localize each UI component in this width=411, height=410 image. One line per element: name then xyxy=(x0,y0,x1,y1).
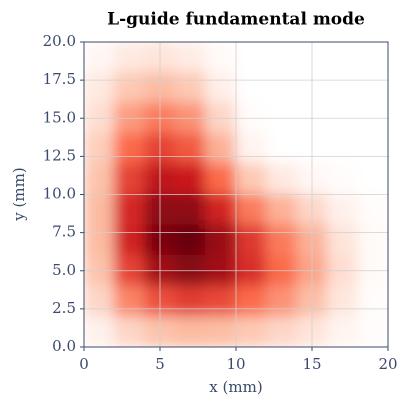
heat-cell xyxy=(113,285,146,317)
y-axis-label: y (mm) xyxy=(10,167,28,221)
heat-cell xyxy=(235,72,267,104)
heat-cell xyxy=(265,163,298,195)
x-tick-label: 0 xyxy=(79,355,89,373)
x-tick-label: 15 xyxy=(302,355,321,373)
heat-cell xyxy=(265,316,298,347)
y-tick-label: 0.0 xyxy=(52,337,76,355)
chart-title: L-guide fundamental mode xyxy=(107,10,365,30)
heat-cell xyxy=(113,133,146,165)
heat-cell xyxy=(235,133,267,165)
y-tick-label: 7.5 xyxy=(52,223,76,241)
heat-cell xyxy=(357,224,388,256)
heat-cell xyxy=(265,194,298,226)
heat-cell xyxy=(326,224,359,256)
heat-cell xyxy=(357,285,388,317)
y-tick-label: 15.0 xyxy=(43,108,76,126)
heat-cell xyxy=(113,72,146,104)
heat-cell xyxy=(174,194,207,226)
heat-cell xyxy=(235,42,267,73)
heat-cell xyxy=(84,224,115,256)
heat-cell xyxy=(205,194,237,226)
heat-cell xyxy=(235,163,267,195)
heat-cell xyxy=(357,72,388,104)
heat-cell xyxy=(113,224,146,256)
heat-cell xyxy=(174,133,207,165)
heat-cell xyxy=(357,133,388,165)
y-tick-label: 17.5 xyxy=(43,70,76,88)
y-tick-label: 20.0 xyxy=(43,32,76,50)
heat-cell xyxy=(174,224,207,256)
heat-cell xyxy=(174,163,207,195)
x-tick-label: 5 xyxy=(155,355,165,373)
heat-cell xyxy=(357,163,388,195)
heat-cell xyxy=(357,316,388,347)
heat-cell xyxy=(174,42,207,73)
heat-cell xyxy=(265,42,298,73)
heat-cell xyxy=(205,285,237,317)
y-tick-label: 2.5 xyxy=(52,299,76,317)
y-tick-label: 12.5 xyxy=(43,146,76,164)
heat-cell xyxy=(326,163,359,195)
heat-cell xyxy=(326,194,359,226)
heat-cell xyxy=(84,42,115,73)
heat-cell xyxy=(205,163,237,195)
heat-cell xyxy=(326,133,359,165)
heat-cell xyxy=(357,194,388,226)
y-tick-label: 5.0 xyxy=(52,261,76,279)
heat-cell xyxy=(326,72,359,104)
heat-cell xyxy=(174,316,207,347)
heat-cell xyxy=(174,285,207,317)
heat-cell xyxy=(205,133,237,165)
heat-cell xyxy=(174,72,207,104)
heat-cell xyxy=(326,285,359,317)
heat-cell xyxy=(265,133,298,165)
heat-cell xyxy=(235,285,267,317)
heat-cell xyxy=(113,316,146,347)
heat-cell xyxy=(265,72,298,104)
heat-cell xyxy=(84,133,115,165)
heat-cell xyxy=(357,42,388,73)
heat-cell xyxy=(84,72,115,104)
heat-cell xyxy=(113,194,146,226)
heat-cell xyxy=(265,224,298,256)
heat-cell xyxy=(326,316,359,347)
heat-cell xyxy=(205,316,237,347)
heat-cell xyxy=(84,316,115,347)
heat-cell xyxy=(235,194,267,226)
heat-cell xyxy=(235,224,267,256)
heat-cell xyxy=(113,163,146,195)
x-tick-label: 20 xyxy=(378,355,397,373)
x-axis-label: x (mm) xyxy=(209,378,262,396)
heat-cell xyxy=(265,285,298,317)
heat-cell xyxy=(84,285,115,317)
heat-cell xyxy=(113,42,146,73)
heat-cell xyxy=(235,316,267,347)
heat-cell xyxy=(84,194,115,226)
heat-cell xyxy=(205,224,237,256)
heat-cell xyxy=(84,163,115,195)
heat-cell xyxy=(326,42,359,73)
y-tick-label: 10.0 xyxy=(43,185,76,203)
heat-cell xyxy=(205,72,237,104)
x-tick-label: 10 xyxy=(226,355,245,373)
heat-cell xyxy=(205,42,237,73)
